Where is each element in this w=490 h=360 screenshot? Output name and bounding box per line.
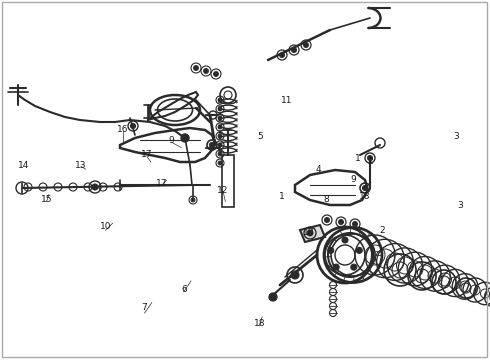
Text: 18: 18 — [254, 320, 266, 328]
Text: 2: 2 — [379, 226, 385, 235]
Circle shape — [351, 264, 357, 270]
Text: 8: 8 — [323, 195, 329, 204]
Text: 11: 11 — [281, 96, 293, 105]
Circle shape — [303, 42, 309, 48]
Text: 7: 7 — [142, 303, 147, 312]
Circle shape — [218, 98, 222, 102]
Text: 9: 9 — [350, 175, 356, 184]
Circle shape — [218, 134, 222, 138]
Circle shape — [194, 66, 198, 71]
Text: 9: 9 — [169, 136, 174, 145]
Text: 15: 15 — [41, 195, 52, 204]
Text: 14: 14 — [18, 161, 29, 170]
Circle shape — [279, 53, 285, 58]
Circle shape — [218, 116, 222, 120]
Text: 16: 16 — [117, 125, 128, 134]
Circle shape — [218, 152, 222, 156]
Circle shape — [269, 293, 277, 301]
Circle shape — [191, 198, 195, 202]
Text: 10: 10 — [303, 228, 315, 237]
Circle shape — [352, 221, 358, 226]
Circle shape — [324, 217, 329, 222]
Text: 6: 6 — [181, 285, 187, 294]
Text: 1: 1 — [355, 154, 361, 163]
Text: 12: 12 — [217, 186, 229, 195]
Circle shape — [342, 237, 348, 243]
Circle shape — [218, 107, 222, 111]
Circle shape — [210, 143, 215, 148]
Text: 2: 2 — [367, 158, 373, 166]
Circle shape — [218, 125, 222, 129]
Circle shape — [203, 68, 209, 73]
Bar — [222, 155, 234, 207]
Circle shape — [356, 247, 362, 253]
Polygon shape — [300, 225, 325, 242]
Text: 5: 5 — [257, 132, 263, 141]
Circle shape — [292, 48, 296, 53]
Circle shape — [328, 247, 334, 253]
Text: 3: 3 — [458, 201, 464, 210]
Circle shape — [339, 220, 343, 225]
Circle shape — [368, 156, 372, 161]
Text: 17: 17 — [156, 179, 168, 188]
Circle shape — [363, 185, 368, 190]
Circle shape — [214, 72, 219, 77]
Circle shape — [218, 143, 222, 147]
Circle shape — [181, 134, 189, 142]
Circle shape — [92, 184, 98, 190]
Text: 17: 17 — [141, 150, 153, 159]
Circle shape — [218, 161, 222, 165]
Circle shape — [333, 264, 339, 270]
Text: 3: 3 — [453, 132, 459, 141]
Text: 4: 4 — [316, 165, 321, 174]
Circle shape — [291, 271, 299, 279]
Circle shape — [307, 230, 313, 236]
Circle shape — [130, 123, 136, 129]
Text: 1: 1 — [279, 192, 285, 201]
Text: 10: 10 — [99, 222, 111, 231]
Text: 13: 13 — [75, 161, 87, 170]
Text: 18: 18 — [359, 192, 371, 201]
